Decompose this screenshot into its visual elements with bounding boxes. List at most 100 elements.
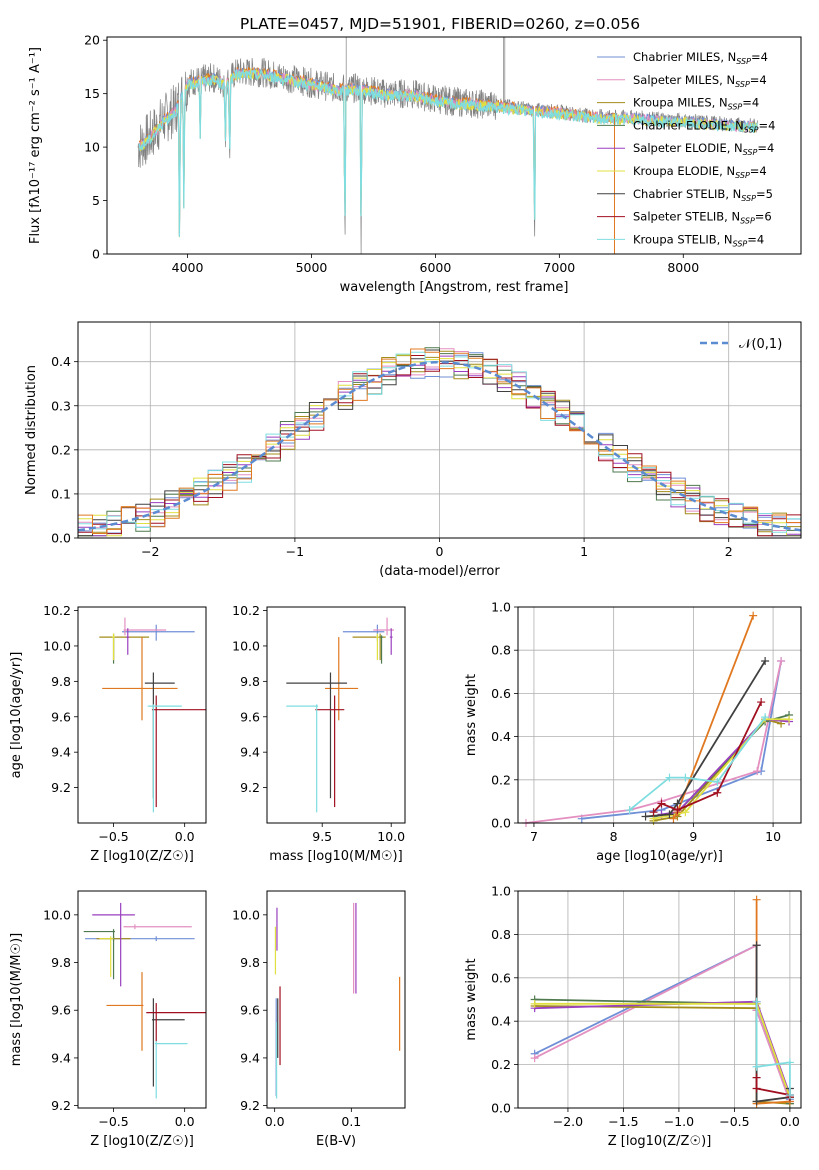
y-tick-label: 9.6 (240, 709, 260, 724)
x-tick-label: −2.0 (553, 1114, 583, 1129)
plus-marker (681, 773, 690, 782)
x-tick-label: 0.0 (265, 1114, 285, 1129)
y-tick-label: 9.4 (240, 1050, 260, 1065)
x-tick-label: −0.5 (98, 1114, 128, 1129)
x-axis-label: E(B-V) (316, 1134, 356, 1149)
y-tick-label: 10.2 (232, 603, 260, 618)
y-tick-label: 0.2 (491, 772, 511, 787)
spectrum-legend: Chabrier MILES, NSSP=4 Salpeter MILES, NS… (597, 50, 775, 248)
plus-marker (785, 1058, 794, 1067)
mass-weight-line (581, 660, 782, 820)
model-spectrum (138, 67, 758, 238)
legend-label: Chabrier MILES, NSSP=4 (633, 50, 768, 66)
residual-histogram (78, 352, 801, 534)
y-tick-label: 10.0 (232, 638, 260, 653)
x-tick-label: −2 (141, 544, 159, 559)
mass-weight-line (534, 998, 791, 1104)
plus-marker (752, 1097, 761, 1106)
y-tick-label: 9.8 (51, 955, 71, 970)
plus-marker (777, 657, 786, 665)
axes-frame (517, 890, 802, 1109)
mass-vs-Z-panel: −0.5 0.0 9.2 9.4 9.6 9.8 10.0 Z [log10(Z/Z☉)] ma… (9, 890, 207, 1149)
residual-histogram (78, 348, 801, 534)
plus-marker (673, 806, 682, 815)
plus-marker (625, 806, 634, 815)
y-tick-label: 0.8 (491, 927, 511, 942)
plus-marker (752, 895, 761, 904)
x-tick-label: −0.5 (98, 829, 128, 844)
y-tick-label: 1.0 (491, 600, 511, 615)
y-axis-label: Flux [fλ10⁻¹⁷ erg cm⁻² s⁻¹ A⁻¹] (28, 47, 43, 244)
y-tick-label: 20 (84, 33, 100, 48)
mass-vs-EBV-panel: 0.0 0.1 9.2 9.4 9.6 9.8 10.0 E(B-V) (232, 890, 406, 1149)
plus-marker (657, 799, 666, 808)
plus-marker (530, 999, 539, 1008)
y-tick-label: 9.8 (51, 674, 71, 689)
y-axis-label: mass [log10(M/M☉)] (9, 933, 24, 1066)
x-tick-label: −1 (286, 544, 304, 559)
axes-frame (77, 321, 802, 539)
mass-weight-line (534, 1000, 791, 1096)
y-tick-label: 10.2 (43, 603, 71, 618)
y-tick-label: 0.1 (51, 486, 71, 501)
legend-label: Salpeter MILES, NSSP=4 (633, 73, 767, 89)
y-tick-label: 10 (84, 140, 100, 155)
axes-frame (77, 890, 207, 1109)
y-tick-label: 9.2 (51, 780, 71, 795)
x-tick-label: 0.0 (175, 829, 195, 844)
axes-frame (77, 606, 207, 824)
y-tick-label: 0.2 (51, 442, 71, 457)
x-axis-label: age [log10(age/yr)] (596, 849, 723, 864)
mass-weight-line (755, 899, 790, 1105)
plus-marker (757, 698, 766, 707)
x-axis-label: (data-model)/error (379, 564, 500, 579)
legend-label: Salpeter ELODIE, NSSP=4 (633, 141, 774, 157)
y-tick-label: 0.6 (491, 970, 511, 985)
plus-marker (785, 1090, 794, 1099)
y-tick-label: 0.2 (491, 1057, 511, 1072)
plus-marker (752, 1062, 761, 1071)
plus-marker (530, 1054, 539, 1063)
y-tick-label: 9.8 (240, 674, 260, 689)
legend-label: Chabrier STELIB, NSSP=5 (633, 187, 773, 203)
y-tick-label: 0.0 (491, 1101, 511, 1116)
normal-curve (77, 360, 802, 532)
mass-weight-line (534, 943, 791, 1102)
y-tick-label: 9.6 (51, 1003, 71, 1018)
y-tick-label: 0.0 (51, 531, 71, 546)
legend-label: Kroupa MILES, NSSP=4 (633, 96, 759, 112)
y-tick-label: 9.2 (51, 1098, 71, 1113)
plus-marker (749, 611, 758, 620)
x-tick-label: 8000 (667, 260, 699, 275)
plus-marker (753, 767, 762, 776)
y-tick-label: 10.0 (43, 907, 71, 922)
mass-weight-line (672, 615, 755, 820)
age-vs-mass-panel: 9.5 10.0 9.2 9.4 9.6 9.8 10.0 10.2 mass [log10(M… (232, 603, 406, 864)
x-tick-label: 0.1 (341, 1114, 361, 1129)
plus-marker (681, 808, 690, 817)
y-axis-label: mass weight (464, 958, 479, 1040)
mass-weight-line (652, 701, 762, 813)
plus-marker (785, 715, 794, 724)
x-tick-label: 4000 (172, 260, 204, 275)
y-tick-label: 9.8 (240, 955, 260, 970)
y-tick-label: 0.3 (51, 398, 71, 413)
axes-frame (266, 890, 406, 1109)
y-tick-label: 0.0 (491, 816, 511, 831)
spectrum-panel: 4000 5000 6000 7000 8000 0 5 10 15 20 wavelength [… (28, 33, 802, 295)
y-axis-label: age [log10(age/yr)] (9, 652, 24, 779)
x-tick-label: 7 (530, 829, 538, 844)
plus-marker (641, 812, 650, 821)
x-tick-label: 0.0 (175, 1114, 195, 1129)
axes-frame (517, 606, 802, 824)
x-axis-label: mass [log10(M/M☉)] (269, 849, 402, 864)
x-axis-label: Z [log10(Z/Z☉)] (90, 849, 194, 864)
legend-label: Salpeter STELIB, NSSP=6 (633, 210, 772, 226)
mass-weight-line (534, 1002, 791, 1098)
y-tick-label: 0 (92, 247, 100, 262)
plus-marker (713, 777, 722, 786)
x-tick-label: 0.0 (780, 1114, 800, 1129)
plus-marker (669, 814, 678, 823)
